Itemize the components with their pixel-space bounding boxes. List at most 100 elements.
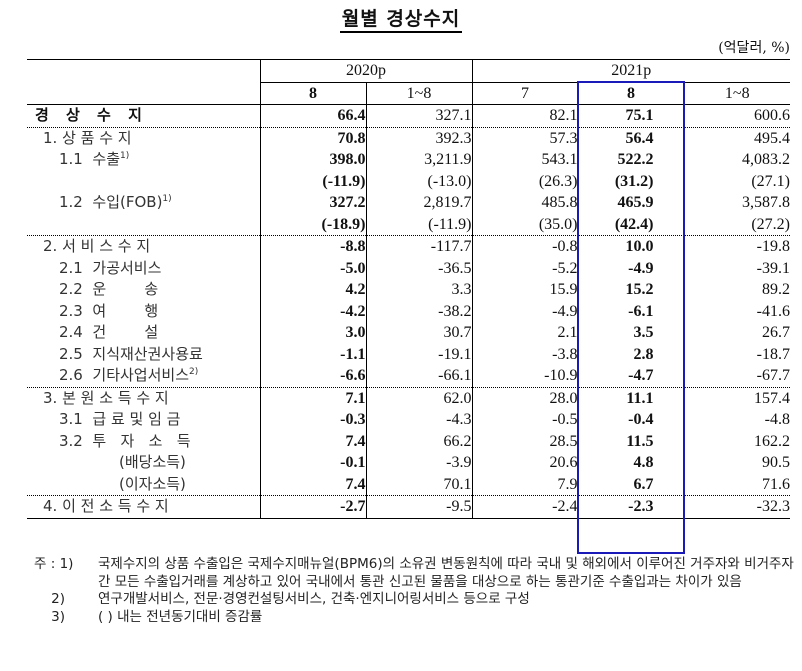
row-label: 1.2 수입(FOB)1) [59,193,172,212]
cell-value: 327.1 [365,104,472,127]
cell-value: 7.4 [259,430,366,452]
table-row: (-11.9) (-13.0) (26.3) (31.2) (27.1) [27,170,790,193]
cell-value: (26.3) [471,170,578,192]
cell-value: 11.5 [577,430,684,452]
cell-value: (31.2) [577,170,684,192]
cell-value: -66.1 [365,365,472,387]
cell-value: 157.4 [683,386,790,409]
table-row: 2.3 여 행 -4.2 -38.2 -4.9 -6.1 -41.6 [27,300,790,322]
cell-value: 3,587.8 [683,192,790,214]
cell-value: -4.9 [577,257,684,279]
cell-value: 4.2 [259,279,366,301]
row-label [27,171,260,193]
footnote-3-text: ( ) 내는 전년동기대비 증감률 [98,608,263,625]
cell-value: 2.8 [577,343,684,365]
cell-value: -0.4 [577,409,684,431]
cell-value: -5.2 [471,257,578,279]
table-row: 1. 상 품 수 지 70.8 392.3 57.3 56.4 495.4 [27,126,790,149]
current-account-table: 2020p 2021p 8 1~8 7 8 1~8 경 상 수 지 66.4 327… [27,59,790,519]
cell-value: 327.2 [259,192,366,214]
table-row: 3.1 급 료 및 임 금 -0.3 -4.3 -0.5 -0.4 -4.8 [27,409,790,431]
cell-value: 543.1 [471,149,578,171]
cell-value: 465.9 [577,192,684,214]
footnote-3-num: 3) [51,608,66,625]
table-row: 2.2 운 송 4.2 3.3 15.9 15.2 89.2 [27,279,790,301]
cell-value: 3.3 [365,279,472,301]
table-row: 2. 서 비 스 수 지 -8.8 -117.7 -0.8 10.0 -19.8 [27,235,790,258]
cell-value: 4,083.2 [683,149,790,171]
row-label: 3. 본 원 소 득 수 지 [27,386,260,409]
unit-label: (억달러, %) [718,40,790,56]
cell-value: 162.2 [683,430,790,452]
header-year-2021: 2021p [471,59,790,83]
footnote-2: 2) 연구개발서비스, 전문·경영컨설팅서비스, 건축·엔지니어링서비스 등으로… [34,591,794,609]
cell-value: -10.9 [471,365,578,387]
cell-value: 495.4 [683,126,790,149]
cell-value: 30.7 [365,322,472,344]
cell-value: (-11.9) [259,170,366,192]
cell-value: -0.1 [259,452,366,474]
row-label [27,214,260,236]
row-label: (배당소득) [119,453,186,472]
row-label: 4. 이 전 소 득 수 지 [27,495,260,519]
cell-value: 392.3 [365,126,472,149]
cell-value: (-18.9) [259,213,366,236]
cell-value: -3.8 [471,343,578,365]
header-col-2021-1-8: 1~8 [683,82,790,105]
cell-value: -4.7 [577,365,684,387]
cell-value: -38.2 [365,300,472,322]
cell-value: 398.0 [259,149,366,171]
cell-value: 522.2 [577,149,684,171]
cell-value: -2.7 [259,495,366,519]
cell-value: -0.3 [259,409,366,431]
cell-value: -1.1 [259,343,366,365]
cell-value: -4.8 [683,409,790,431]
cell-value: 7.9 [471,473,578,496]
table-row: (이자소득) 7.4 70.1 7.9 6.7 71.6 [27,473,790,496]
table-row: 3. 본 원 소 득 수 지 7.1 62.0 28.0 11.1 157.4 [27,386,790,409]
cell-value: 3.0 [259,322,366,344]
cell-value: -5.0 [259,257,366,279]
cell-value: (-11.9) [365,213,472,236]
row-label: 3.1 급 료 및 임 금 [59,410,181,429]
cell-value: 90.5 [683,452,790,474]
cell-value: (27.2) [683,213,790,236]
footnote-1-text: 국제수지의 상품 수출입은 국제수지매뉴얼(BPM6)의 소유권 변동원칙에 따… [98,556,794,590]
cell-value: (42.4) [577,213,684,236]
row-label: 경 상 수 지 [35,106,148,125]
header-blank [27,59,260,105]
footnote-3: 3) ( ) 내는 전년동기대비 증감률 [34,609,794,627]
table-row: 1.2 수입(FOB)1) 327.2 2,819.7 485.8 465.9 3,587… [27,192,790,214]
cell-value: -4.2 [259,300,366,322]
footnote-ref: 1) [162,194,172,205]
cell-value: 4.8 [577,452,684,474]
cell-value: -0.5 [471,409,578,431]
footnote-ref: 1) [120,151,130,162]
row-label: 1. 상 품 수 지 [27,126,260,149]
cell-value: -117.7 [365,235,472,258]
cell-value: 7.4 [259,473,366,496]
table-row: 4. 이 전 소 득 수 지 -2.7 -9.5 -2.4 -2.3 -32.3 [27,495,790,519]
cell-value: -19.8 [683,235,790,258]
cell-value: -8.8 [259,235,366,258]
cell-value: 2.1 [471,322,578,344]
cell-value: (35.0) [471,213,578,236]
cell-value: 15.2 [577,279,684,301]
cell-value: 10.0 [577,235,684,258]
cell-value: 75.1 [577,104,684,127]
cell-value: -6.6 [259,365,366,387]
cell-value: -3.9 [365,452,472,474]
row-label: 2.5 지식재산권사용료 [59,344,203,363]
table-row: 3.2 투 자 소 득 7.4 66.2 28.5 11.5 162.2 [27,430,790,452]
row-label: 2.4 건 설 [59,323,159,342]
row-label: 2.6 기타사업서비스2) [59,366,199,385]
header-year-2020: 2020p [259,59,472,83]
row-label: 2.3 여 행 [59,301,159,320]
cell-value: -36.5 [365,257,472,279]
header-col-2021-8: 8 [577,82,684,105]
cell-value: 11.1 [577,386,684,409]
cell-value: -32.3 [683,495,790,519]
cell-value: 2,819.7 [365,192,472,214]
table-row: 2.1 가공서비스 -5.0 -36.5 -5.2 -4.9 -39.1 [27,257,790,279]
